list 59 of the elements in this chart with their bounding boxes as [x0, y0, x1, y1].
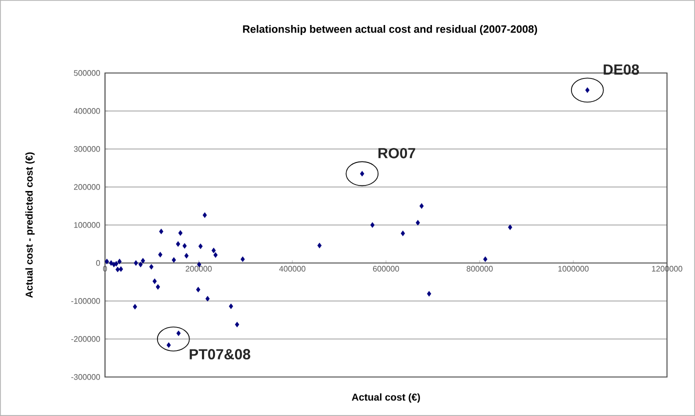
point — [138, 262, 143, 268]
x-tick-label: 600000 — [373, 266, 400, 272]
annotation: DE08 — [604, 64, 639, 75]
point — [178, 230, 182, 236]
point — [166, 342, 171, 348]
y-tick-label: -200000 — [71, 336, 100, 342]
point — [117, 258, 122, 264]
x-axis-title: Actual cost (€) — [352, 393, 420, 403]
point — [114, 261, 118, 266]
x-tick-label: 200000 — [186, 266, 212, 272]
point — [427, 291, 432, 296]
y-tick-label: -300000 — [71, 374, 100, 380]
point — [140, 258, 146, 264]
point — [235, 322, 240, 328]
point — [416, 220, 420, 226]
annotation: RO07 — [378, 148, 416, 158]
point — [116, 266, 120, 272]
point — [149, 264, 154, 270]
point — [156, 284, 160, 290]
point — [508, 224, 512, 230]
point — [213, 252, 218, 258]
annotation: PT07&08 — [190, 349, 250, 360]
point — [176, 241, 180, 247]
point — [212, 248, 216, 254]
chart-title: Relationship between actual cost and residual (2007-2008) — [243, 25, 538, 35]
y-tick-label: 300000 — [74, 146, 100, 152]
y-tick-label: 100000 — [74, 222, 100, 228]
point — [400, 230, 405, 236]
point — [159, 228, 164, 234]
point — [104, 258, 109, 264]
x-tick-label: 1000000 — [558, 266, 589, 272]
point — [317, 242, 322, 248]
point — [118, 266, 123, 272]
y-tick-label: -100000 — [71, 298, 100, 304]
point — [132, 304, 138, 310]
point — [198, 244, 203, 249]
point — [370, 222, 374, 228]
point — [202, 212, 207, 218]
y-tick-label: 400000 — [74, 108, 100, 114]
y-tick-label: 0 — [96, 260, 100, 266]
point — [172, 257, 176, 263]
y-tick-label: 200000 — [74, 184, 100, 190]
point — [152, 278, 157, 284]
x-tick-label: 400000 — [279, 266, 306, 272]
point — [134, 260, 138, 266]
point — [109, 260, 114, 266]
point — [182, 243, 187, 249]
point — [240, 256, 245, 262]
point — [483, 256, 488, 262]
point — [420, 203, 424, 209]
point — [228, 304, 234, 309]
x-tick-label: 800000 — [466, 266, 493, 272]
point — [196, 286, 200, 292]
point — [184, 253, 189, 258]
y-axis-title: Actual cost - predicted cost (€) — [25, 152, 35, 298]
point — [158, 252, 162, 258]
y-tick-label: 500000 — [74, 70, 100, 76]
point — [176, 330, 181, 336]
point — [206, 296, 210, 302]
